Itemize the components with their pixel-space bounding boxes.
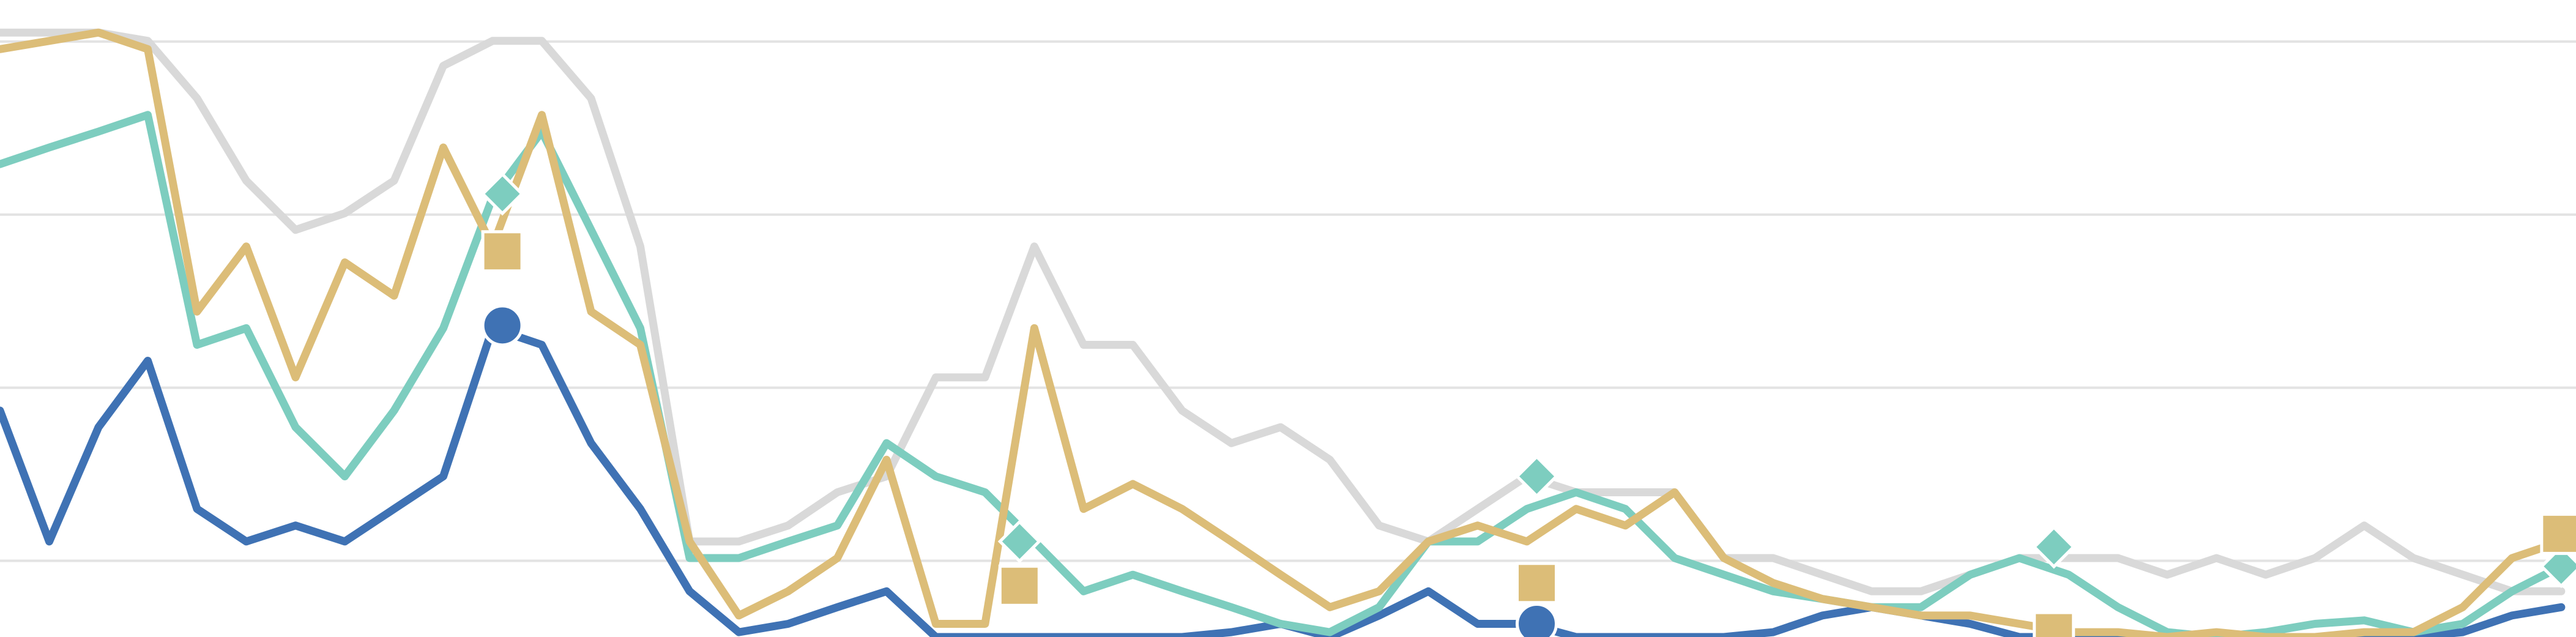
marker [2540, 512, 2576, 555]
marker [2033, 611, 2075, 637]
marker [481, 230, 524, 273]
marker [997, 520, 1041, 564]
marker [1516, 562, 1558, 605]
series-line [0, 28, 2566, 595]
marker [480, 172, 524, 216]
series-line [0, 111, 2566, 637]
marker [2032, 525, 2076, 569]
series-line [0, 28, 2566, 637]
marker [998, 564, 1041, 607]
marker [1516, 603, 1558, 637]
marker [1514, 454, 1559, 499]
marker [2539, 545, 2576, 589]
marker [481, 304, 524, 347]
series-line [0, 324, 2566, 637]
